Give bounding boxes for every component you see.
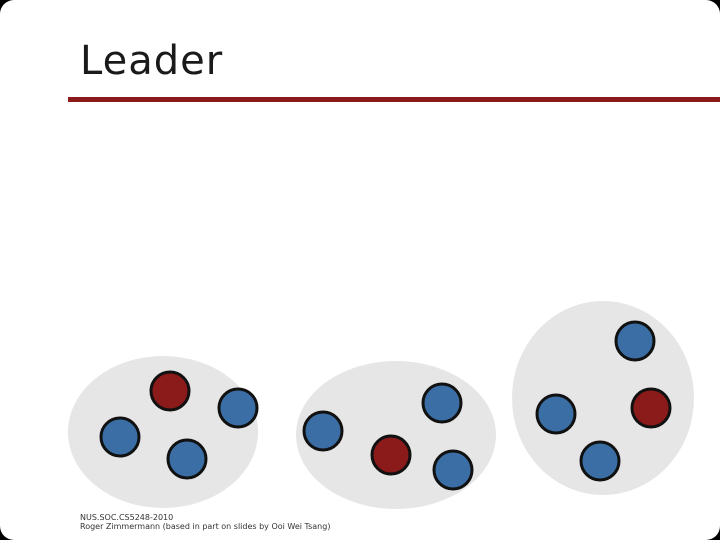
member-node	[421, 382, 463, 424]
group-1-boundary	[68, 356, 258, 508]
slide-title: Leader	[80, 38, 224, 84]
footer-course-code: NUS.SOC.CS5248-2010	[80, 513, 174, 522]
member-node	[166, 438, 208, 480]
group-1	[68, 356, 259, 508]
leader-node	[149, 370, 191, 412]
member-node	[432, 449, 474, 491]
footer-author-credit: Roger Zimmermann (based in part on slide…	[80, 522, 331, 531]
member-node	[535, 393, 577, 435]
member-node	[302, 410, 344, 452]
group-3	[512, 301, 694, 495]
member-node	[217, 387, 259, 429]
group-2	[296, 361, 496, 509]
title-underline-rule	[68, 97, 720, 102]
member-node	[99, 416, 141, 458]
leader-node	[630, 387, 672, 429]
member-node	[614, 320, 656, 362]
member-node	[579, 440, 621, 482]
leader-node	[370, 434, 412, 476]
slide-footer: NUS.SOC.CS5248-2010 Roger Zimmermann (ba…	[80, 513, 330, 531]
